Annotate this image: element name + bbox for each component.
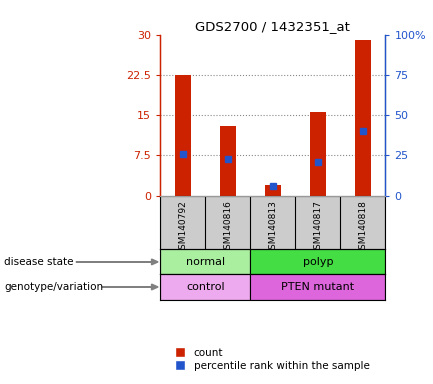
Bar: [310, 113, 326, 196]
Text: GSM140816: GSM140816: [223, 200, 232, 255]
Bar: [220, 126, 236, 196]
Text: GSM140818: GSM140818: [359, 200, 367, 255]
Text: GSM140792: GSM140792: [178, 200, 187, 255]
Bar: [355, 40, 371, 196]
Bar: [250, 275, 385, 300]
Text: control: control: [186, 282, 225, 292]
Text: disease state: disease state: [4, 257, 74, 267]
Text: PTEN mutant: PTEN mutant: [281, 282, 354, 292]
Legend: count, percentile rank within the sample: count, percentile rank within the sample: [165, 344, 374, 375]
Bar: [265, 185, 281, 196]
Bar: [160, 275, 250, 300]
Bar: [160, 249, 250, 275]
Text: genotype/variation: genotype/variation: [4, 282, 103, 292]
Text: GSM140817: GSM140817: [313, 200, 322, 255]
Text: GSM140813: GSM140813: [268, 200, 277, 255]
Text: normal: normal: [186, 257, 225, 267]
Text: polyp: polyp: [303, 257, 333, 267]
Bar: [250, 249, 385, 275]
Bar: [175, 75, 191, 196]
Title: GDS2700 / 1432351_at: GDS2700 / 1432351_at: [195, 20, 350, 33]
